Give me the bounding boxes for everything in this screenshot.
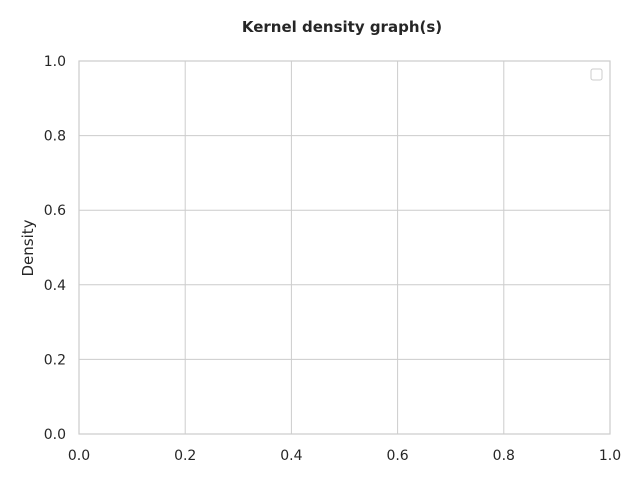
plot-frame <box>78 60 611 435</box>
y-tick-label: 0.4 <box>44 278 66 294</box>
y-tick-labels: 0.0 0.2 0.4 0.6 0.8 1.0 <box>44 54 66 443</box>
x-tick-label: 0.2 <box>174 448 196 464</box>
x-tick-label: 0.8 <box>493 448 515 464</box>
legend-box <box>590 68 603 81</box>
chart-title: Kernel density graph(s) <box>242 18 442 36</box>
y-axis-label: Density <box>19 219 37 276</box>
x-tick-label: 0.6 <box>386 448 408 464</box>
x-tick-label: 0.4 <box>280 448 302 464</box>
y-tick-label: 0.2 <box>44 352 66 368</box>
x-tick-label: 0.0 <box>68 448 90 464</box>
grid-lines <box>78 60 611 435</box>
y-tick-label: 0.8 <box>44 129 66 145</box>
x-tick-label: 1.0 <box>599 448 621 464</box>
y-tick-label: 1.0 <box>44 54 66 70</box>
y-tick-label: 0.6 <box>44 203 66 219</box>
y-tick-label: 0.0 <box>44 427 66 443</box>
x-tick-labels: 0.0 0.2 0.4 0.6 0.8 1.0 <box>68 448 621 464</box>
